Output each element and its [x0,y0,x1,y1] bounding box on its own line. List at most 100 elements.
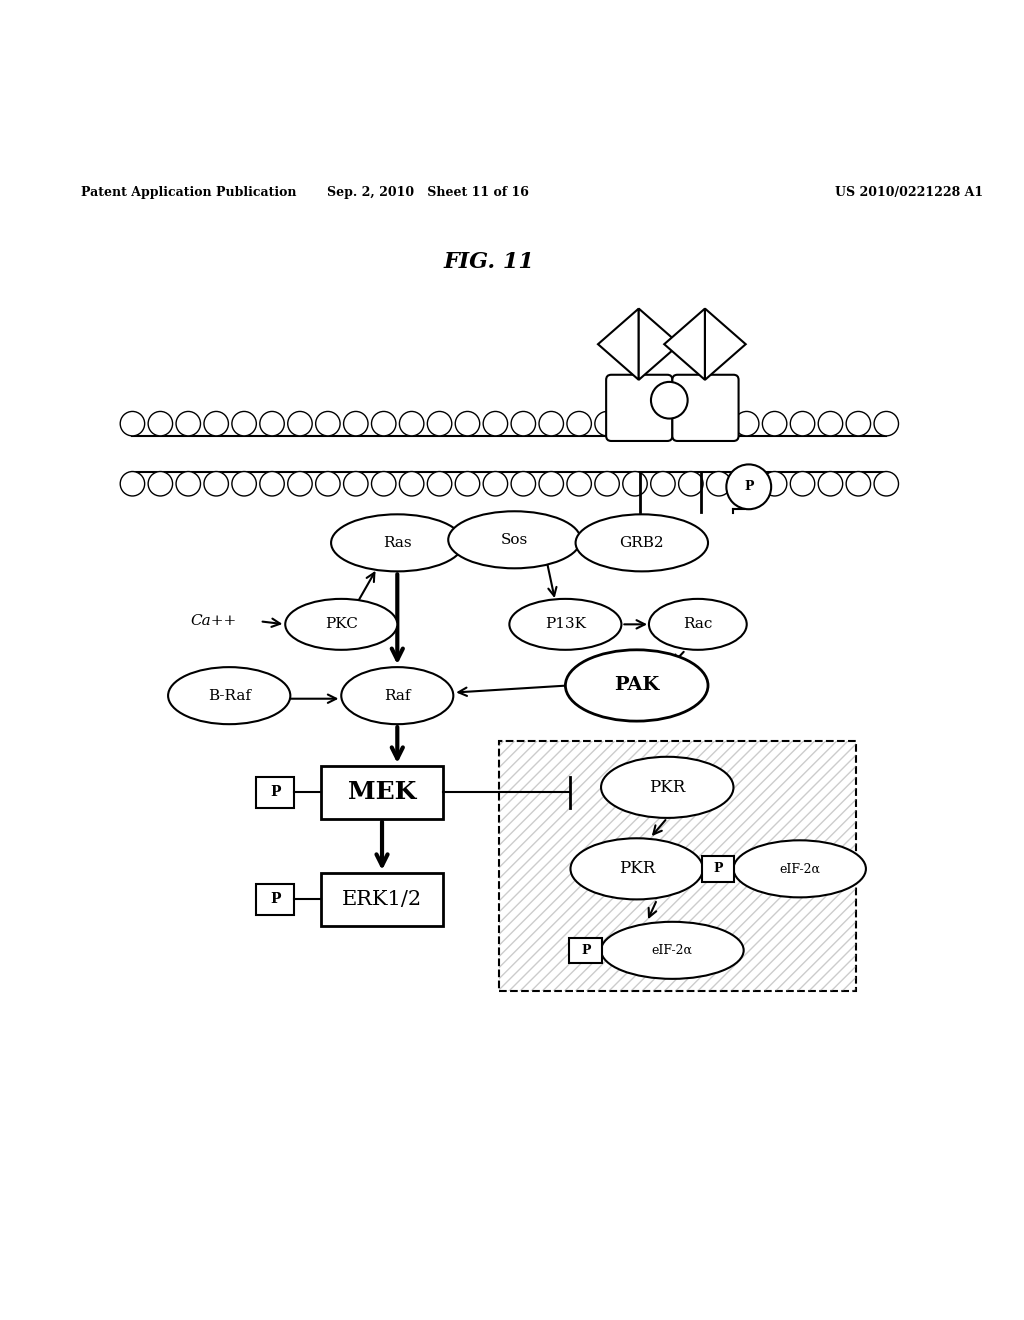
Circle shape [623,471,647,496]
Circle shape [846,412,870,436]
Circle shape [707,471,731,496]
Circle shape [726,465,771,510]
Text: B-Raf: B-Raf [208,689,251,702]
Text: P: P [714,862,723,875]
Text: US 2010/0221228 A1: US 2010/0221228 A1 [836,186,983,199]
Circle shape [315,471,340,496]
Circle shape [511,412,536,436]
Ellipse shape [601,921,743,979]
Circle shape [707,412,731,436]
Circle shape [791,412,815,436]
Text: P: P [744,480,754,494]
FancyBboxPatch shape [256,777,295,808]
Polygon shape [705,309,745,380]
Text: P13K: P13K [545,618,586,631]
Text: PKR: PKR [649,779,685,796]
Text: Rac: Rac [683,618,713,631]
Ellipse shape [168,667,291,725]
Text: PAK: PAK [614,676,659,694]
Ellipse shape [449,511,581,569]
Ellipse shape [601,756,733,818]
Text: MEK: MEK [348,780,416,804]
Circle shape [148,471,173,496]
Circle shape [148,412,173,436]
Circle shape [595,471,620,496]
FancyBboxPatch shape [321,873,443,925]
FancyBboxPatch shape [321,766,443,818]
Circle shape [288,412,312,436]
Circle shape [791,471,815,496]
Text: Ras: Ras [383,536,412,550]
Circle shape [399,412,424,436]
Circle shape [204,471,228,496]
Ellipse shape [331,515,464,572]
FancyBboxPatch shape [499,742,856,991]
Text: Sos: Sos [501,533,528,546]
Text: Patent Application Publication: Patent Application Publication [82,186,297,199]
Text: ERK1/2: ERK1/2 [342,890,422,909]
Circle shape [567,471,592,496]
Circle shape [456,471,479,496]
Text: PKR: PKR [618,861,654,878]
Circle shape [679,471,703,496]
Text: FIG. 11: FIG. 11 [443,251,535,273]
Circle shape [734,412,759,436]
Text: P: P [269,892,281,907]
Circle shape [427,471,452,496]
Circle shape [483,412,508,436]
Circle shape [231,471,256,496]
Circle shape [456,412,479,436]
Circle shape [623,412,647,436]
Ellipse shape [286,599,397,649]
Circle shape [679,412,703,436]
Circle shape [372,471,396,496]
Circle shape [650,412,675,436]
Circle shape [120,412,144,436]
Ellipse shape [341,667,454,725]
FancyBboxPatch shape [256,884,295,915]
Circle shape [427,412,452,436]
Circle shape [260,471,285,496]
Polygon shape [598,309,639,380]
Circle shape [231,412,256,436]
Polygon shape [665,309,705,380]
Text: P: P [269,785,281,800]
Circle shape [734,471,759,496]
Circle shape [874,412,898,436]
Circle shape [763,412,786,436]
Circle shape [399,471,424,496]
Circle shape [539,412,563,436]
FancyBboxPatch shape [673,375,738,441]
FancyBboxPatch shape [606,375,673,441]
Circle shape [176,471,201,496]
Circle shape [763,471,786,496]
Circle shape [595,412,620,436]
Circle shape [650,471,675,496]
Circle shape [176,412,201,436]
Circle shape [344,412,368,436]
Text: GRB2: GRB2 [620,536,665,550]
FancyBboxPatch shape [701,857,734,882]
Circle shape [372,412,396,436]
Ellipse shape [649,599,746,649]
Ellipse shape [509,599,622,649]
Text: eIF-2α: eIF-2α [779,862,820,875]
Circle shape [874,471,898,496]
FancyBboxPatch shape [569,937,602,964]
Circle shape [288,471,312,496]
Circle shape [204,412,228,436]
Text: Raf: Raf [384,689,411,702]
Circle shape [120,471,144,496]
Ellipse shape [575,515,708,572]
Circle shape [483,471,508,496]
Polygon shape [639,309,680,380]
Circle shape [511,471,536,496]
Text: eIF-2α: eIF-2α [652,944,693,957]
Ellipse shape [565,649,708,721]
Circle shape [344,471,368,496]
Circle shape [651,381,688,418]
Circle shape [260,412,285,436]
Text: Ca++: Ca++ [190,614,238,628]
Circle shape [818,412,843,436]
Circle shape [315,412,340,436]
